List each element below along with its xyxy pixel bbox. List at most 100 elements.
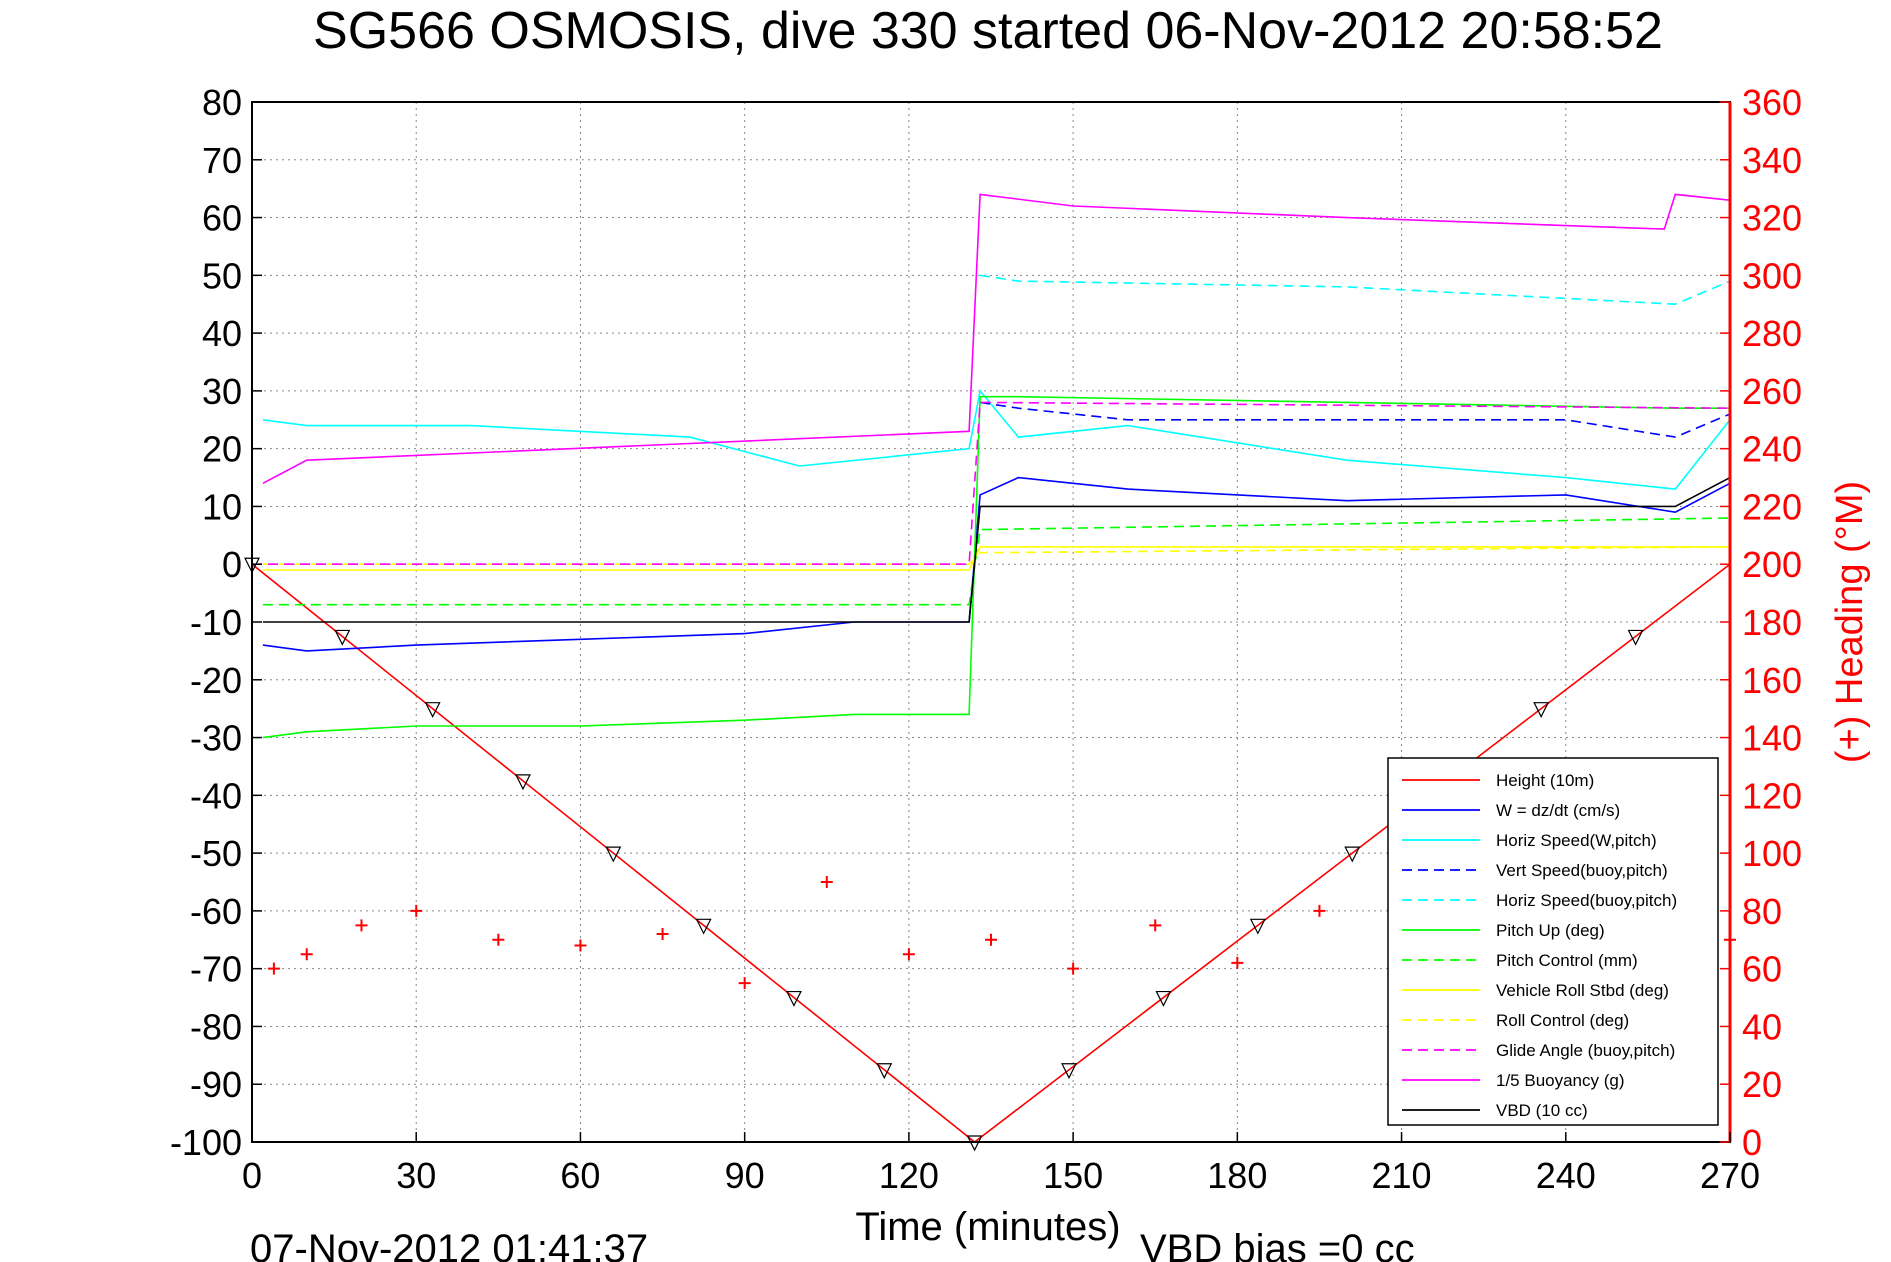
heading-marker — [410, 904, 423, 917]
right-tick-label: 240 — [1742, 429, 1802, 470]
right-tick-label: 180 — [1742, 602, 1802, 643]
left-tick-label: -60 — [190, 891, 242, 932]
height-marker — [1061, 1063, 1077, 1080]
right-tick-label: 200 — [1742, 544, 1802, 585]
legend-label: Pitch Up (deg) — [1496, 921, 1605, 940]
legend-label: VBD (10 cc) — [1496, 1101, 1588, 1120]
height-marker — [424, 702, 441, 719]
heading-marker — [355, 919, 368, 932]
height-marker — [605, 846, 622, 863]
left-tick-label: -40 — [190, 775, 242, 816]
x-tick-label: 0 — [242, 1155, 262, 1196]
series-line — [262, 476, 1731, 623]
heading-marker — [300, 948, 313, 961]
left-tick-label: 0 — [222, 544, 242, 585]
left-tick-label: 70 — [202, 140, 242, 181]
heading-marker — [267, 962, 280, 975]
heading-marker — [820, 876, 833, 888]
left-tick-label: 10 — [202, 486, 242, 527]
right-axis-ticks: 3603403203002802602402202001801601401201… — [1720, 82, 1802, 1163]
height-marker — [1627, 629, 1644, 646]
legend-box — [1387, 757, 1719, 1126]
right-tick-label: 320 — [1742, 198, 1802, 239]
legend-label: Glide Angle (buoy,pitch) — [1496, 1041, 1675, 1060]
x-tick-label: 240 — [1536, 1155, 1596, 1196]
left-tick-label: 30 — [202, 371, 242, 412]
left-tick-label: 80 — [202, 82, 242, 123]
series-line — [979, 401, 1731, 438]
series-line — [262, 395, 1730, 739]
series-line — [262, 546, 1730, 571]
x-tick-label: 270 — [1700, 1155, 1760, 1196]
right-tick-label: 160 — [1742, 660, 1802, 701]
right-tick-label: 80 — [1742, 891, 1782, 932]
left-tick-label: -50 — [190, 833, 242, 874]
heading-marker — [902, 948, 915, 961]
footer-vbd-bias: VBD bias =0 cc — [1140, 1227, 1415, 1262]
legend-label: Vert Speed(buoy,pitch) — [1496, 861, 1668, 880]
heading-marker — [738, 977, 751, 990]
right-tick-label: 300 — [1742, 255, 1802, 296]
legend-label: Roll Control (deg) — [1496, 1011, 1629, 1030]
series-line — [252, 401, 1731, 566]
left-tick-label: -100 — [170, 1122, 242, 1163]
x-tick-label: 210 — [1372, 1155, 1432, 1196]
height-marker — [334, 629, 351, 646]
x-axis-ticks: 0 30 60 90 120 150 180 210 240 270 — [242, 1132, 1760, 1196]
right-axis-label: (+) Heading (°M) — [1829, 481, 1871, 763]
legend-label: Vehicle Roll Stbd (deg) — [1496, 981, 1669, 1000]
heading-marker — [492, 933, 505, 946]
right-tick-label: 220 — [1742, 486, 1802, 527]
x-tick-label: 60 — [560, 1155, 600, 1196]
height-marker — [1344, 846, 1361, 863]
legend-label: Horiz Speed(buoy,pitch) — [1496, 891, 1677, 910]
series-line — [979, 274, 1731, 306]
heading-marker — [985, 933, 997, 946]
height-marker — [514, 774, 531, 791]
left-tick-label: 60 — [202, 198, 242, 239]
right-tick-label: 360 — [1742, 82, 1802, 123]
series-line — [262, 517, 1731, 606]
right-tick-label: 340 — [1742, 140, 1802, 181]
x-tick-label: 180 — [1207, 1155, 1267, 1196]
height-marker — [1249, 918, 1266, 935]
left-tick-label: -30 — [190, 718, 242, 759]
x-axis-label: Time (minutes) — [855, 1205, 1120, 1249]
heading-marker — [574, 939, 587, 952]
legend-label: Pitch Control (mm) — [1496, 951, 1638, 970]
right-tick-label: 40 — [1742, 1006, 1782, 1047]
right-tick-label: 60 — [1742, 949, 1782, 990]
legend-label: 1/5 Buoyancy (g) — [1496, 1071, 1625, 1090]
right-tick-label: 260 — [1742, 371, 1802, 412]
legend-label: W = dz/dt (cm/s) — [1496, 801, 1620, 820]
x-tick-label: 120 — [879, 1155, 939, 1196]
right-tick-label: 20 — [1742, 1064, 1782, 1105]
height-marker — [876, 1063, 893, 1080]
x-tick-label: 90 — [725, 1155, 765, 1196]
heading-marker — [1313, 904, 1326, 917]
height-marker — [1533, 702, 1550, 719]
chart-title: SG566 OSMOSIS, dive 330 started 06-Nov-2… — [313, 2, 1663, 60]
left-tick-label: 40 — [202, 313, 242, 354]
left-tick-label: -10 — [190, 602, 242, 643]
right-tick-label: 120 — [1742, 775, 1802, 816]
left-tick-label: -70 — [190, 949, 242, 990]
right-tick-label: 0 — [1742, 1122, 1762, 1163]
heading-marker — [656, 928, 669, 940]
heading-marker — [1067, 962, 1080, 975]
height-marker — [695, 918, 712, 935]
right-tick-label: 100 — [1742, 833, 1802, 874]
left-tick-label: -90 — [190, 1064, 242, 1105]
left-tick-label: -20 — [190, 660, 242, 701]
heading-marker — [1231, 956, 1244, 969]
height-marker — [1155, 990, 1172, 1007]
legend-label: Height (10m) — [1496, 771, 1594, 790]
left-tick-label: -80 — [190, 1006, 242, 1047]
series-line — [262, 389, 1731, 490]
legend: Height (10m) W = dz/dt (cm/s) Horiz Speed(… — [1387, 757, 1719, 1126]
series-line — [262, 193, 1731, 485]
footer-timestamp: 07-Nov-2012 01:41:37 — [250, 1227, 648, 1262]
height-marker — [785, 990, 802, 1007]
right-tick-label: 140 — [1742, 718, 1802, 759]
